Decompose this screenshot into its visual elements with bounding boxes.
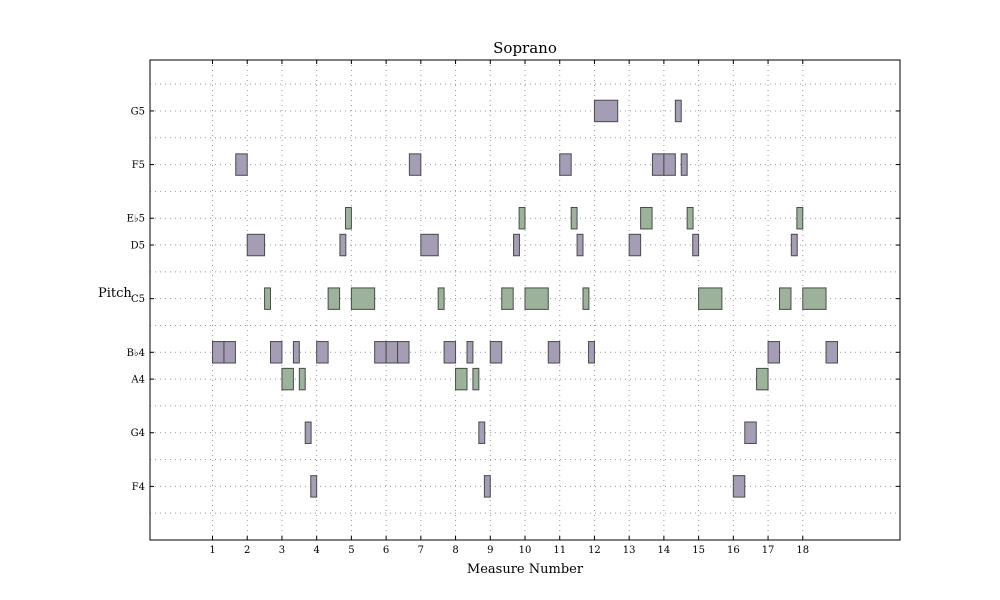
- x-tick-label: 11: [553, 545, 566, 556]
- x-tick-label: 12: [588, 545, 601, 556]
- note-bar: [350, 287, 376, 310]
- note-bar: [397, 341, 410, 364]
- note-bar: [269, 341, 283, 364]
- note-bar: [298, 367, 306, 391]
- note-bar: [692, 233, 700, 257]
- x-tick-label: 9: [487, 545, 493, 556]
- y-tick-label: G4: [131, 428, 145, 439]
- x-tick-label: 6: [383, 545, 389, 556]
- note-bar: [304, 421, 312, 444]
- note-bar: [698, 287, 723, 310]
- note-bar: [443, 341, 457, 364]
- note-bar: [223, 341, 236, 364]
- y-tick-label: C5: [131, 294, 145, 305]
- x-axis-ticks: 1 2 3 4 5 6 7 8 9 10 11 12 13 14 15 16 17 18: [209, 60, 809, 556]
- x-tick-label: 5: [348, 545, 354, 556]
- note-bar: [455, 367, 468, 391]
- note-bar: [593, 99, 619, 123]
- note-bar: [674, 99, 682, 123]
- y-axis-ticks: F4 G4 A4 B♭4 C5 D5 E♭5 F5 G5: [127, 106, 900, 493]
- note-bar: [518, 206, 526, 230]
- x-tick-label: 13: [623, 545, 636, 556]
- note-bar: [790, 233, 798, 257]
- note-bar: [264, 287, 271, 310]
- x-tick-label: 10: [519, 545, 532, 556]
- x-tick-label: 14: [658, 545, 671, 556]
- note-bar: [339, 233, 347, 257]
- x-tick-label: 8: [452, 545, 458, 556]
- note-bar: [513, 233, 520, 257]
- note-bar: [437, 287, 445, 310]
- note-bar: [686, 206, 694, 230]
- note-bar: [316, 341, 329, 364]
- note-bar: [576, 233, 584, 257]
- note-bar: [796, 206, 804, 230]
- y-tick-label: G5: [131, 106, 145, 117]
- note-bar: [628, 233, 642, 257]
- note-bar: [235, 153, 248, 176]
- note-bar: [385, 341, 399, 364]
- notes: [212, 99, 839, 498]
- note-bar: [802, 287, 827, 310]
- note-bar: [744, 421, 757, 444]
- note-bar: [825, 341, 839, 364]
- x-tick-label: 18: [796, 545, 809, 556]
- x-tick-label: 2: [244, 545, 250, 556]
- x-axis-label: Measure Number: [467, 562, 584, 577]
- note-bar: [756, 367, 769, 391]
- note-bar: [570, 206, 578, 230]
- note-bar: [582, 287, 590, 310]
- y-axis-label: Pitch: [98, 286, 132, 301]
- note-bar: [408, 153, 422, 176]
- note-bar: [327, 287, 341, 310]
- note-bar: [524, 287, 549, 310]
- note-bar: [559, 153, 572, 176]
- note-bar: [767, 341, 781, 364]
- note-bar: [478, 421, 486, 444]
- y-tick-label: D5: [131, 241, 145, 252]
- note-bar: [640, 206, 653, 230]
- note-bar: [501, 287, 514, 310]
- x-tick-label: 1: [209, 545, 215, 556]
- x-tick-label: 7: [418, 545, 424, 556]
- note-bar: [212, 341, 225, 364]
- chart-title: Soprano: [493, 39, 557, 57]
- note-bar: [779, 287, 792, 310]
- y-tick-label: A4: [130, 375, 145, 386]
- note-bar: [420, 233, 439, 257]
- y-tick-label: B♭4: [127, 348, 145, 359]
- note-bar: [310, 475, 318, 498]
- note-bar: [344, 206, 352, 230]
- note-bar: [246, 233, 266, 257]
- note-bar: [466, 341, 474, 364]
- note-bar: [292, 341, 300, 364]
- note-bar: [472, 367, 480, 391]
- note-bar: [489, 341, 503, 364]
- note-bar: [651, 153, 665, 176]
- note-bar: [588, 341, 595, 364]
- note-bar: [483, 475, 491, 498]
- note-bar: [732, 475, 746, 498]
- x-tick-label: 15: [692, 545, 705, 556]
- grid: [150, 60, 900, 540]
- note-bar: [547, 341, 561, 364]
- x-tick-label: 4: [313, 545, 319, 556]
- note-bar: [374, 341, 387, 364]
- note-bar: [680, 153, 688, 176]
- x-tick-label: 16: [727, 545, 740, 556]
- x-tick-label: 17: [762, 545, 775, 556]
- y-tick-label: F4: [132, 482, 145, 493]
- x-tick-label: 3: [279, 545, 285, 556]
- y-tick-label: F5: [132, 160, 145, 171]
- note-bar: [281, 367, 294, 391]
- note-bar: [663, 153, 676, 176]
- y-tick-label: E♭5: [127, 214, 145, 225]
